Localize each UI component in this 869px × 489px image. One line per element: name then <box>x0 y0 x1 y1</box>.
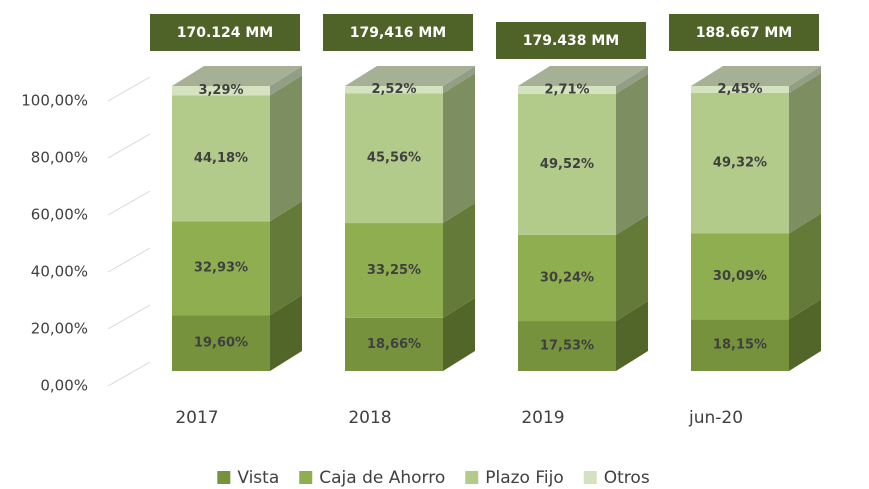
total-label: 170.124 MM <box>177 25 274 41</box>
legend-swatch <box>583 471 597 484</box>
bar-side <box>270 66 302 96</box>
total-box <box>669 14 819 51</box>
bar-segment <box>345 93 443 224</box>
legend-label: Otros <box>604 468 650 488</box>
bar-segment <box>691 319 789 371</box>
legend-swatch <box>465 471 479 484</box>
y-tick-label: 80,00% <box>31 149 88 167</box>
bar-side <box>443 203 475 318</box>
x-tick-label: 2018 <box>348 408 391 428</box>
total-label: 179.438 MM <box>523 33 620 49</box>
bar-segment <box>518 86 616 94</box>
data-label: 32,93% <box>194 261 248 276</box>
legend-swatch <box>217 471 231 484</box>
y-tick-label: 100,00% <box>21 92 88 110</box>
bar-top <box>345 66 475 87</box>
data-label: 19,60% <box>194 336 248 351</box>
grid-line <box>107 190 151 216</box>
grid-line <box>107 247 151 273</box>
bar-segment <box>345 86 443 94</box>
legend-swatch <box>299 471 313 484</box>
data-label: 45,56% <box>367 151 421 166</box>
grid-line <box>107 133 151 159</box>
grid-line <box>107 361 151 387</box>
bar-side <box>443 73 475 224</box>
bar-side <box>789 213 821 320</box>
bar-side <box>616 214 648 322</box>
bar-segment <box>518 93 616 235</box>
data-label: 3,29% <box>198 83 243 98</box>
bar-top <box>518 66 648 86</box>
data-label: 33,25% <box>367 263 421 278</box>
bar-side <box>270 75 302 222</box>
bar-side <box>270 295 302 371</box>
data-label: 17,53% <box>540 339 594 354</box>
bar-segment <box>172 221 270 316</box>
bar-segment <box>691 85 789 93</box>
bar-top <box>691 65 821 86</box>
data-label: 49,32% <box>713 156 767 171</box>
total-label: 179,416 MM <box>350 25 447 41</box>
bar-segment <box>172 315 270 371</box>
data-label: 49,52% <box>540 157 594 172</box>
total-box <box>150 14 300 51</box>
y-tick-label: 20,00% <box>31 320 88 338</box>
legend-label: Caja de Ahorro <box>319 468 445 488</box>
y-tick-label: 0,00% <box>40 377 88 395</box>
legend-label: Vista <box>237 468 279 488</box>
bar-segment <box>518 234 616 322</box>
bar-segment <box>172 86 270 96</box>
bar-side <box>789 65 821 93</box>
data-label: 2,52% <box>371 82 416 97</box>
y-tick-label: 40,00% <box>31 263 88 281</box>
data-label: 30,24% <box>540 270 594 285</box>
x-tick-label: 2019 <box>521 408 564 428</box>
bar-side <box>443 297 475 371</box>
bar-segment <box>345 317 443 371</box>
bar-segment <box>691 233 789 320</box>
bar-side <box>443 66 475 94</box>
y-tick-label: 60,00% <box>31 206 88 224</box>
bar-side <box>616 66 648 94</box>
bar-segment <box>345 223 443 318</box>
bar-segment <box>172 95 270 222</box>
bar-side <box>789 299 821 371</box>
bar-top <box>172 66 302 86</box>
bar-segment <box>518 321 616 371</box>
data-label: 18,15% <box>713 338 767 353</box>
data-label: 18,66% <box>367 337 421 352</box>
bar-side <box>616 73 648 235</box>
total-label: 188.667 MM <box>696 25 793 41</box>
bar-side <box>616 301 648 371</box>
bar-side <box>270 201 302 316</box>
grid-line <box>107 304 151 330</box>
total-box <box>496 22 646 59</box>
data-label: 2,71% <box>544 82 589 97</box>
data-label: 44,18% <box>194 151 248 166</box>
bar-segment <box>691 92 789 234</box>
data-label: 30,09% <box>713 269 767 284</box>
x-tick-label: jun-20 <box>688 408 743 428</box>
bar-side <box>789 72 821 234</box>
legend-label: Plazo Fijo <box>485 468 564 488</box>
x-tick-label: 2017 <box>175 408 218 428</box>
data-label: 2,45% <box>717 82 762 97</box>
total-box <box>323 14 473 51</box>
grid-line <box>107 76 151 102</box>
